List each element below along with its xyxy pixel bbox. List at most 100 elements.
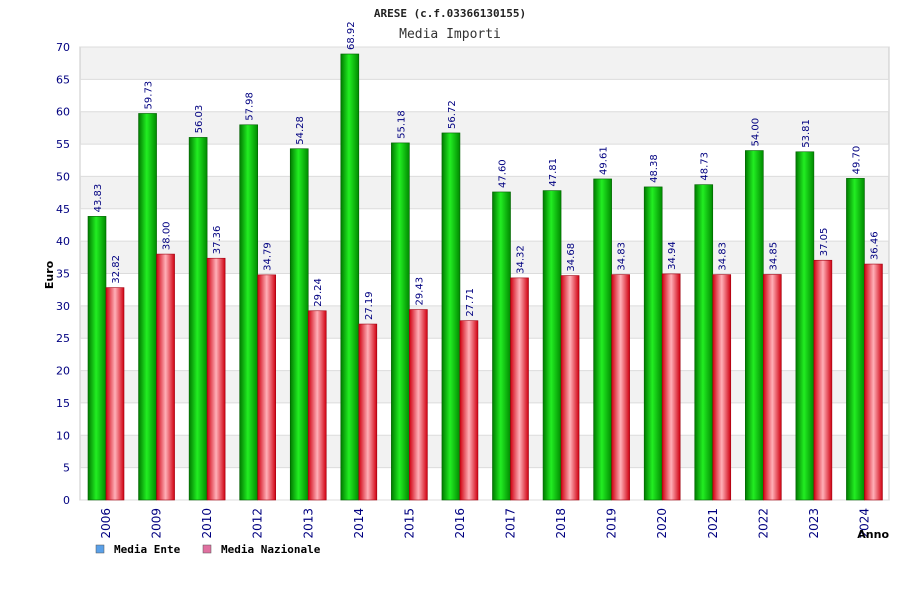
x-tick-label: 2018 bbox=[554, 508, 568, 539]
y-tick-label: 35 bbox=[56, 268, 70, 281]
bar-media-ente bbox=[795, 151, 815, 501]
bars-group bbox=[87, 53, 883, 501]
bar-media-nazionale bbox=[763, 274, 782, 501]
bar-media-nazionale bbox=[206, 257, 226, 501]
x-tick-label: 2023 bbox=[807, 508, 821, 539]
y-axis-ticks: 0 5 10 15 20 25 30 35 40 45 50 55 60 65 70 bbox=[56, 41, 70, 507]
bar-media-nazionale bbox=[307, 310, 327, 501]
value-label: 49.61 bbox=[599, 146, 610, 175]
y-tick-label: 65 bbox=[56, 73, 70, 86]
bar-media-ente bbox=[138, 113, 157, 501]
value-label: 54.00 bbox=[750, 118, 761, 147]
value-label: 49.70 bbox=[851, 146, 862, 175]
legend: Media Ente Media Nazionale bbox=[95, 543, 321, 556]
bar-media-ente bbox=[289, 148, 309, 501]
x-axis-label: Anno bbox=[857, 528, 889, 541]
value-label: 56.03 bbox=[194, 105, 205, 134]
y-tick-label: 0 bbox=[63, 494, 70, 507]
y-tick-label: 30 bbox=[56, 300, 70, 313]
value-label: 34.94 bbox=[667, 241, 678, 270]
x-tick-label: 2021 bbox=[706, 508, 720, 539]
bar-media-nazionale bbox=[459, 320, 479, 501]
bar-media-ente bbox=[188, 137, 208, 501]
bar-media-ente bbox=[846, 178, 865, 501]
value-label: 53.81 bbox=[801, 119, 812, 148]
bar-media-nazionale bbox=[813, 259, 833, 501]
y-tick-label: 10 bbox=[56, 429, 70, 442]
value-label: 57.98 bbox=[245, 92, 256, 121]
value-label: 36.46 bbox=[869, 231, 880, 260]
x-tick-label: 2024 bbox=[857, 508, 871, 539]
x-tick-label: 2022 bbox=[756, 508, 770, 539]
plot-band bbox=[80, 79, 889, 112]
value-label: 32.82 bbox=[111, 255, 122, 284]
y-tick-label: 60 bbox=[56, 106, 70, 119]
bar-media-nazionale bbox=[510, 277, 529, 501]
value-label: 34.85 bbox=[768, 242, 779, 271]
legend-swatch-media-ente bbox=[95, 544, 105, 554]
bar-media-ente bbox=[745, 150, 764, 501]
value-label: 34.68 bbox=[566, 243, 577, 272]
y-tick-label: 45 bbox=[56, 203, 70, 216]
value-label: 68.92 bbox=[346, 21, 357, 50]
value-label: 47.60 bbox=[498, 159, 509, 188]
chart-subtitle: Media Importi bbox=[399, 27, 501, 42]
bar-media-ente bbox=[643, 186, 663, 501]
y-tick-label: 70 bbox=[56, 41, 70, 54]
x-tick-label: 2012 bbox=[251, 508, 265, 539]
bar-media-nazionale bbox=[864, 263, 883, 501]
bar-media-ente bbox=[694, 184, 714, 501]
value-label: 59.73 bbox=[144, 81, 155, 110]
value-label: 27.71 bbox=[465, 288, 476, 317]
x-tick-label: 2020 bbox=[655, 508, 669, 539]
x-tick-label: 2010 bbox=[200, 508, 214, 539]
bar-media-ente bbox=[239, 124, 258, 501]
bar-media-ente bbox=[441, 132, 461, 501]
x-tick-label: 2015 bbox=[402, 508, 416, 539]
x-axis-ticks: 2006 2009 2010 2012 2013 2014 2015 2016 2017 2018… bbox=[99, 508, 871, 539]
value-label: 54.28 bbox=[295, 116, 306, 145]
bar-media-nazionale bbox=[156, 253, 175, 501]
value-label: 37.36 bbox=[212, 226, 223, 255]
y-tick-label: 40 bbox=[56, 235, 70, 248]
bar-media-ente bbox=[87, 216, 107, 501]
value-label: 56.72 bbox=[447, 100, 458, 129]
bar-media-nazionale bbox=[661, 273, 681, 501]
value-label: 34.83 bbox=[718, 242, 729, 271]
chart-title: ARESE (c.f.03366130155) bbox=[374, 7, 526, 20]
bar-media-ente bbox=[542, 190, 562, 501]
value-label: 27.19 bbox=[364, 291, 375, 320]
bar-media-nazionale bbox=[712, 274, 732, 501]
x-tick-label: 2017 bbox=[504, 508, 518, 539]
x-tick-label: 2013 bbox=[301, 508, 315, 539]
legend-swatch-media-nazionale bbox=[202, 544, 212, 554]
value-label: 48.38 bbox=[649, 154, 660, 183]
value-label: 34.32 bbox=[516, 245, 527, 274]
value-label: 43.83 bbox=[93, 184, 104, 213]
legend-label-media-nazionale: Media Nazionale bbox=[221, 543, 321, 556]
bar-media-nazionale bbox=[409, 309, 428, 501]
y-tick-label: 5 bbox=[63, 462, 70, 475]
x-tick-label: 2006 bbox=[99, 508, 113, 539]
y-tick-label: 20 bbox=[56, 365, 70, 378]
bar-media-nazionale bbox=[105, 287, 125, 501]
bar-media-nazionale bbox=[611, 274, 630, 501]
y-axis-label: Euro bbox=[43, 260, 56, 289]
plot-band bbox=[80, 47, 889, 80]
value-label: 29.24 bbox=[313, 278, 324, 307]
bar-media-ente bbox=[391, 142, 410, 501]
bar-media-nazionale bbox=[560, 275, 580, 501]
value-label: 55.18 bbox=[396, 110, 407, 139]
x-tick-label: 2016 bbox=[453, 508, 467, 539]
bar-media-nazionale bbox=[358, 323, 378, 501]
value-label: 29.43 bbox=[414, 277, 425, 306]
y-tick-label: 15 bbox=[56, 397, 70, 410]
y-tick-label: 25 bbox=[56, 332, 70, 345]
value-label: 48.73 bbox=[700, 152, 711, 181]
x-tick-label: 2009 bbox=[150, 508, 164, 539]
value-label: 34.79 bbox=[263, 242, 274, 271]
value-label: 47.81 bbox=[548, 158, 559, 187]
bar-media-nazionale bbox=[257, 274, 276, 501]
plot-band bbox=[80, 111, 889, 145]
